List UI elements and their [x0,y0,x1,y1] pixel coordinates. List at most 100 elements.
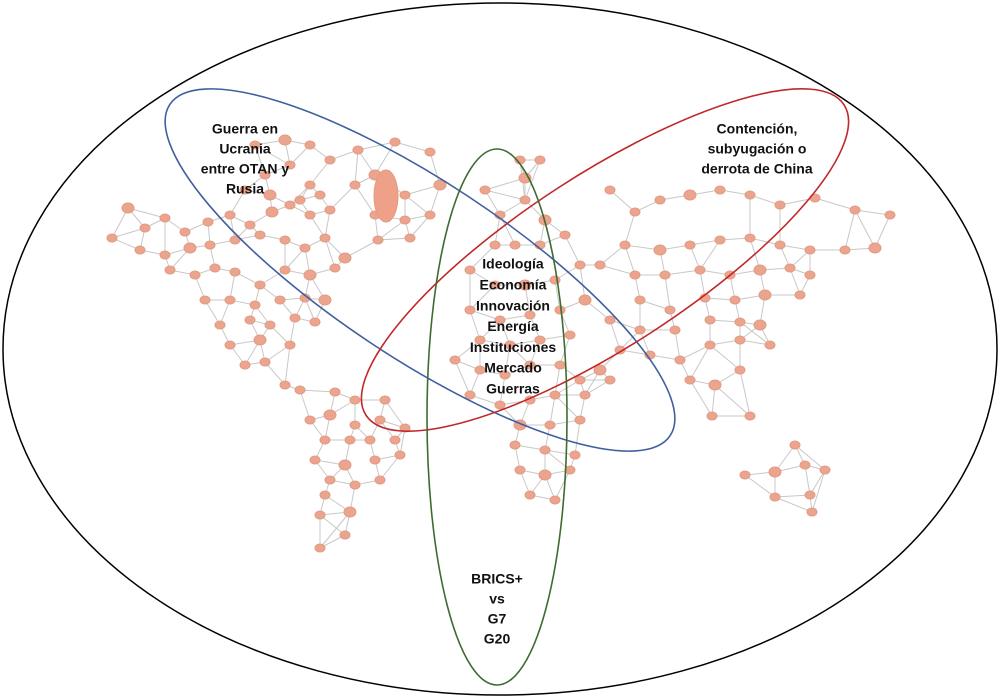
center-label: Mercado [484,360,542,376]
china-label: derrota de China [701,161,812,177]
node [249,300,261,310]
node [254,230,266,240]
node [509,440,521,450]
node [489,280,501,290]
edge [289,317,296,346]
edge [564,234,581,266]
node [244,220,256,230]
node [389,435,401,445]
node [664,305,676,315]
edge [469,244,496,271]
node [684,240,696,250]
node [744,190,756,200]
edge [774,494,811,498]
node [534,335,546,345]
edge [394,141,431,153]
node [849,205,861,215]
node [734,317,746,327]
node [214,320,226,330]
edge [484,177,526,191]
node [239,360,251,370]
node [349,395,361,405]
node [121,202,135,214]
center-label: Guerras [486,381,540,397]
node [304,415,316,425]
edge [709,344,741,371]
edge [229,189,246,216]
edge [204,299,221,326]
node [399,190,411,200]
edge [484,189,501,216]
edge [809,469,826,496]
edge [714,384,751,417]
ukraine-node [373,169,399,223]
edge [329,184,356,211]
node [704,315,716,325]
blue-ellipse [164,88,676,452]
node [674,355,686,365]
node [549,495,561,505]
node [433,179,447,191]
node [538,469,552,481]
edge [344,239,379,259]
edge [324,209,331,239]
edge [454,359,471,396]
node [569,450,581,460]
edge [379,454,401,481]
edge [299,389,311,421]
node [499,370,511,380]
node [265,206,279,218]
node [794,290,806,300]
node [819,465,831,475]
node [784,263,796,273]
node [739,470,751,480]
edge [574,419,581,456]
node [806,507,818,517]
blocs-label: G20 [484,631,511,647]
edge [254,144,291,166]
node [578,294,592,306]
node [389,137,401,147]
node [229,235,241,245]
node [534,155,546,165]
node [494,400,506,410]
green-ellipse [426,148,568,686]
node [399,215,411,225]
node [294,195,306,205]
node [669,325,681,335]
node [224,210,236,220]
edge [484,189,526,201]
node [279,235,291,245]
node [574,260,586,270]
edge [774,496,813,513]
node [574,375,586,385]
node [519,195,531,205]
node [634,295,646,305]
node [614,345,626,355]
node [694,265,706,275]
node [804,270,816,280]
node [704,340,716,350]
labels: Guerra en Ucrania entre OTAN y Rusia Contenc… [201,121,813,647]
edge [469,284,496,311]
node [554,305,566,315]
node [324,205,336,215]
node [394,450,406,460]
edge [814,197,856,211]
node [774,200,786,210]
edge [499,374,506,406]
edge [454,339,481,361]
node [564,330,576,340]
node [204,240,216,250]
node [424,210,436,220]
edge [229,271,236,301]
node [514,465,526,475]
blocs-label: vs [489,591,505,607]
node [839,245,851,255]
edge [429,151,441,186]
edge [504,344,511,376]
node [309,455,321,465]
node [314,510,326,520]
edge [624,211,636,246]
node [683,189,697,201]
